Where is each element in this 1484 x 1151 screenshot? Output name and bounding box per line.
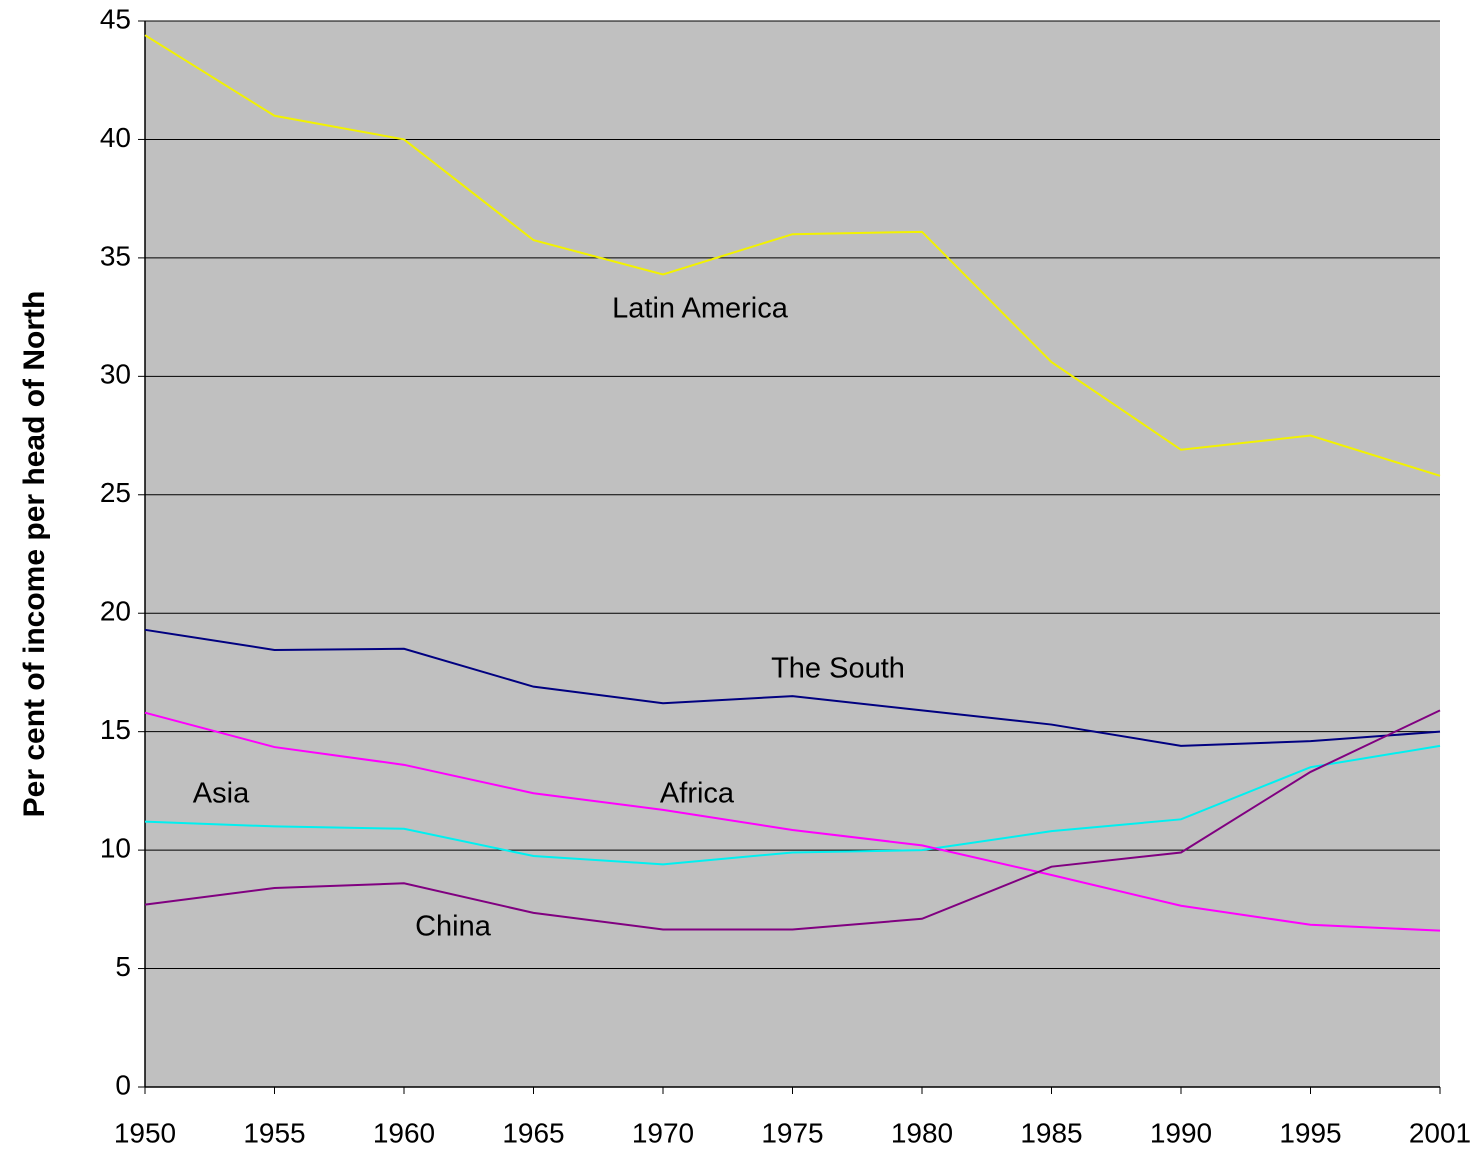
y-tick-label: 5 (115, 951, 131, 982)
y-axis-label: Per cent of income per head of North (18, 291, 51, 818)
series-line (144, 744, 1441, 866)
y-tick-label: 35 (100, 240, 131, 271)
x-tick-label: 1970 (632, 1117, 694, 1148)
x-tick-label: 1985 (1020, 1117, 1082, 1148)
series-label: Africa (660, 778, 735, 810)
y-tick-label: 25 (100, 477, 131, 508)
x-tick-label: 1995 (1279, 1117, 1341, 1148)
x-tick-label: 1960 (373, 1117, 435, 1148)
y-tick-label: 30 (100, 359, 131, 390)
x-tick-label: 1980 (891, 1117, 953, 1148)
x-tick-label: 2001 (1409, 1117, 1471, 1148)
series-line (144, 709, 1441, 931)
y-tick-label: 20 (100, 596, 131, 627)
y-tick-label: 40 (100, 122, 131, 153)
x-tick-label: 1955 (243, 1117, 305, 1148)
series-line (144, 711, 1441, 932)
series-label: Asia (193, 778, 250, 810)
series-line (144, 34, 1441, 477)
plot-area (145, 21, 1440, 1087)
y-tick-label: 0 (115, 1069, 131, 1100)
x-tick-label: 1975 (761, 1117, 823, 1148)
x-tick-label: 1965 (502, 1117, 564, 1148)
series-label: Latin America (612, 293, 789, 325)
y-tick-label: 10 (100, 833, 131, 864)
x-tick-label: 1990 (1150, 1117, 1212, 1148)
series-label: The South (771, 653, 905, 685)
y-tick-label: 45 (100, 3, 131, 34)
y-tick-label: 15 (100, 714, 131, 745)
x-tick-label: 1950 (114, 1117, 176, 1148)
series-label: China (415, 911, 492, 943)
series-line (144, 628, 1441, 747)
